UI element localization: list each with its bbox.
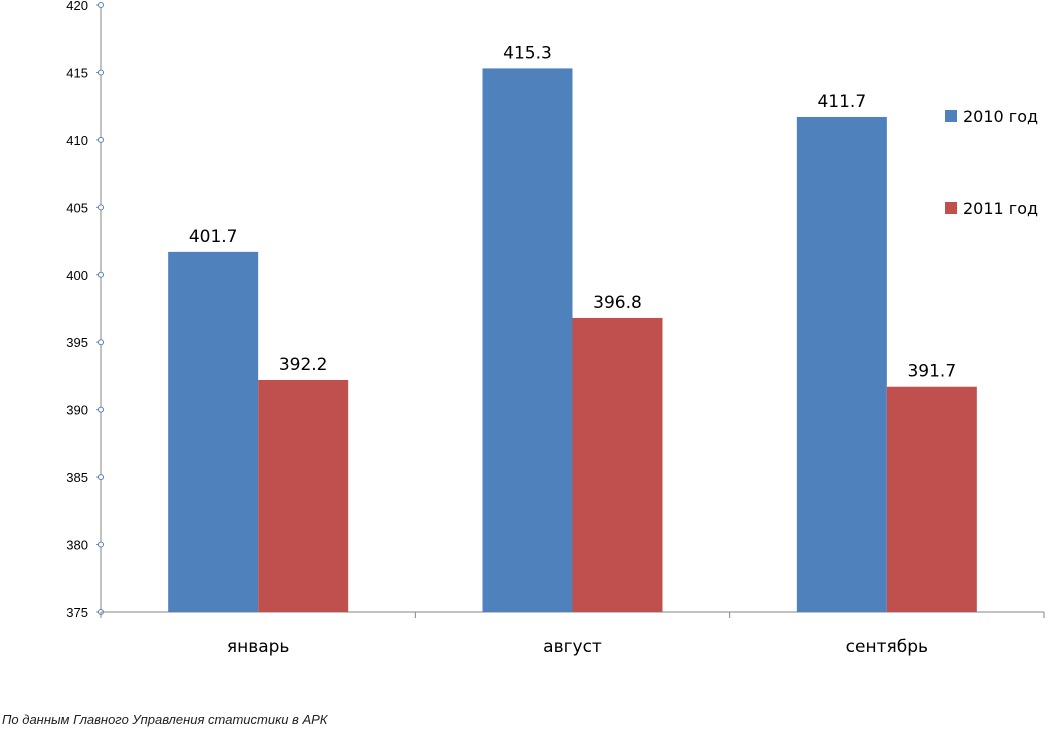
data-label: 396.8 [593,293,642,313]
y-tick-marker [98,474,104,481]
source-note: По данным Главного Управления статистики… [2,712,328,727]
y-tick-marker [98,541,104,548]
bar-2-2 [572,317,663,612]
y-tick-label: 415 [66,65,88,80]
x-category-label: сентябрь [846,637,928,657]
legend-label: 2011 год [963,199,1038,218]
y-tick-marker [98,406,104,413]
legend-swatch [945,202,957,214]
bar-1-3 [796,116,887,613]
y-tick-label: 400 [66,268,88,283]
x-category-label: январь [227,637,290,657]
y-tick-marker [98,69,104,76]
y-tick-label: 395 [66,335,88,350]
data-label: 415.3 [503,43,552,63]
bar-1-2 [482,68,573,613]
y-tick-label: 420 [66,0,88,13]
bars [168,68,977,613]
data-label: 391.7 [907,362,956,382]
y-tick-label: 380 [66,538,88,553]
bar-2-1 [258,379,349,612]
y-tick-marker [98,204,104,211]
y-tick-marker [98,339,104,346]
legend-swatch [945,110,957,122]
bar-1-1 [168,251,259,612]
y-tick-label: 375 [66,605,88,620]
y-tick-marker [98,2,104,8]
legend-label: 2010 год [963,107,1038,126]
bar-chart: 375 380 385 390 395 400 405 410 415 420 январь авг… [66,0,1045,657]
y-tick-marker [98,271,104,278]
y-tick-label: 385 [66,470,88,485]
y-tick-marker [98,136,104,143]
data-labels: 401.7 392.2 415.3 396.8 411.7 391.7 [189,43,956,381]
data-label: 411.7 [817,92,866,112]
x-category-label: август [543,637,602,657]
y-axis: 375 380 385 390 395 400 405 410 415 420 [66,0,104,620]
y-tick-label: 405 [66,200,88,215]
data-label: 401.7 [189,227,238,247]
y-tick-label: 390 [66,403,88,418]
data-label: 392.2 [279,355,328,375]
y-tick-label: 410 [66,133,88,148]
bar-2-3 [886,386,977,612]
legend: 2010 год 2011 год [945,107,1038,218]
x-axis: январь август сентябрь [100,611,1045,657]
